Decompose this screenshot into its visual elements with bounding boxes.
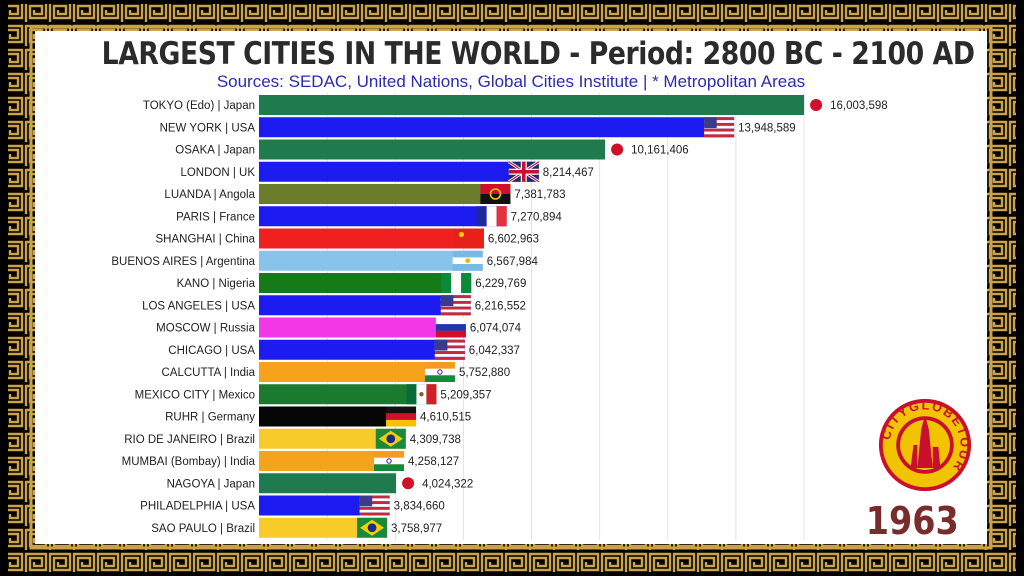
flag-argentina-icon: [452, 250, 483, 271]
bar: [259, 517, 388, 538]
bar: [259, 451, 405, 471]
city-label: LOS ANGELES | USA: [142, 300, 255, 312]
chart-subtitle: Sources: SEDAC, United Nations, Global C…: [216, 72, 806, 91]
value-label: 7,270,894: [511, 211, 563, 223]
flag-uk-icon: [507, 160, 540, 183]
flag-russia-icon: [435, 317, 466, 338]
gridlines: [326, 93, 805, 540]
flag-usa-icon: [434, 339, 465, 360]
city-label: SAO PAULO | Brazil: [151, 523, 255, 535]
value-label: 6,216,552: [475, 300, 526, 312]
value-label: 3,758,977: [391, 523, 442, 535]
bar: [259, 428, 406, 449]
value-label: 6,074,074: [470, 323, 522, 335]
year-label: 1963: [865, 499, 959, 543]
bar-chart: TOKYO (Edo) | Japan 16,003,598 NEW YORK | …: [111, 93, 888, 540]
city-label: KANO | Nigeria: [177, 278, 256, 290]
value-label: 6,229,769: [475, 278, 526, 290]
flag-brazil-icon: [375, 428, 406, 449]
city-label: SHANGHAI | China: [156, 234, 256, 246]
flag-japan-icon: [611, 143, 624, 156]
flag-france-icon: [476, 206, 507, 227]
value-label: 5,752,880: [459, 367, 510, 379]
flag-japan-icon: [402, 477, 415, 490]
city-label: TOKYO (Edo) | Japan: [143, 100, 255, 112]
bar: [259, 473, 397, 494]
bar: [259, 206, 507, 227]
city-label: RIO DE JANEIRO | Brazil: [124, 434, 255, 446]
flag-brazil-icon: [357, 517, 388, 538]
city-label: LUANDA | Angola: [164, 189, 255, 201]
city-label: OSAKA | Japan: [175, 145, 255, 157]
bar: [259, 228, 484, 249]
flag-japan-icon: [810, 99, 823, 111]
value-label: 4,024,322: [422, 478, 473, 490]
value-label: 10,161,406: [631, 145, 689, 157]
city-label: NEW YORK | USA: [160, 122, 256, 134]
value-label: 6,567,984: [487, 256, 539, 268]
city-label: MEXICO CITY | Mexico: [135, 389, 255, 401]
flag-usa-icon: [704, 117, 735, 138]
value-label: 4,610,515: [420, 412, 471, 424]
bar: [259, 184, 511, 204]
value-label: 8,214,467: [543, 167, 594, 179]
city-label: BUENOS AIRES | Argentina: [111, 256, 255, 268]
city-label: MOSCOW | Russia: [156, 323, 255, 335]
city-label: PARIS | France: [176, 211, 255, 223]
flag-angola-icon: [480, 184, 511, 204]
bar: [259, 362, 455, 382]
bar: [259, 250, 483, 271]
city-label: CHICAGO | USA: [168, 345, 255, 357]
bar: [259, 384, 437, 405]
city-label: MUMBAI (Bombay) | India: [122, 456, 256, 468]
flag-china-icon: [453, 228, 484, 249]
value-label: 6,042,337: [469, 345, 520, 357]
bar: [259, 139, 606, 160]
value-label: 4,258,127: [408, 456, 459, 468]
cityglobetour-logo: CITYGLOBETOUR: [879, 398, 972, 492]
value-label: 13,948,589: [738, 122, 796, 134]
city-label: LONDON | UK: [180, 167, 255, 179]
value-label: 4,309,738: [410, 434, 461, 446]
value-label: 16,003,598: [830, 100, 888, 112]
city-label: RUHR | Germany: [165, 412, 255, 424]
bar: [259, 339, 465, 360]
value-label: 7,381,783: [514, 189, 565, 201]
flag-nigeria-icon: [441, 273, 472, 293]
flag-india-icon: [424, 362, 455, 382]
value-label: 6,602,963: [488, 234, 539, 246]
value-label: 5,209,357: [440, 389, 491, 401]
bar: [259, 295, 471, 316]
value-label: 3,834,660: [394, 501, 445, 513]
bar: [259, 95, 805, 115]
flag-usa-icon: [440, 295, 471, 316]
chart-title: LARGEST CITIES IN THE WORLD - Period: 28…: [101, 36, 975, 72]
bar: [259, 161, 539, 182]
flag-india-icon: [374, 451, 405, 471]
bar: [259, 317, 466, 338]
bar: [259, 406, 417, 427]
chart-panel: TOKYO (Edo) | Japan 16,003,598 NEW YORK | …: [35, 31, 987, 544]
flag-germany-icon: [386, 406, 417, 427]
flag-usa-icon: [359, 495, 390, 516]
bar: [259, 117, 735, 138]
city-label: CALCUTTA | India: [161, 367, 255, 379]
city-label: PHILADELPHIA | USA: [140, 501, 255, 513]
bar: [259, 495, 390, 516]
flag-mexico-icon: [406, 384, 437, 405]
city-label: NAGOYA | Japan: [167, 478, 255, 490]
bar: [259, 273, 472, 293]
